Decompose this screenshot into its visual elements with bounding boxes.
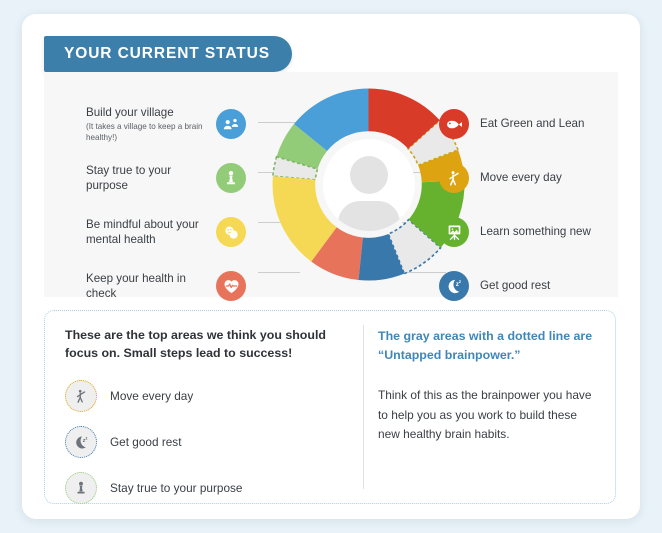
moon-zzz-icon: z z xyxy=(439,271,469,301)
segment-build-your-village[interactable] xyxy=(293,88,369,152)
heart-pulse-icon xyxy=(216,271,246,301)
svg-text:z: z xyxy=(85,435,87,440)
legend-item-label: Learn something new xyxy=(480,225,591,239)
legend-item-label: Move every day xyxy=(480,171,562,185)
segment-keep-your-health-in-check[interactable] xyxy=(311,227,363,280)
focus-item-stay-true-to-your-purpose[interactable]: Stay true to your purpose xyxy=(65,472,355,505)
legend-item-label: Stay true to your purpose xyxy=(86,163,172,192)
segment-untapped-brainpower-green[interactable] xyxy=(272,155,319,181)
page-title: YOUR CURRENT STATUS xyxy=(64,45,270,62)
avatar xyxy=(322,138,415,231)
mindfulness-faces-icon xyxy=(216,217,246,247)
legend-item-learn-something-new[interactable]: Learn something new xyxy=(439,207,624,257)
focus-areas-column: These are the top areas we think you sho… xyxy=(65,327,355,518)
legend-item-label: Keep your health in check xyxy=(86,271,186,300)
legend-item-eat-green-and-lean[interactable]: Eat Green and Lean xyxy=(439,99,624,149)
focus-item-get-good-rest[interactable]: z z Get good rest xyxy=(65,426,355,459)
segment-be-mindful-mental-health[interactable] xyxy=(272,176,337,262)
segment-eat-green-and-lean[interactable] xyxy=(368,88,440,149)
connector-line xyxy=(402,272,446,273)
chess-pawn-icon xyxy=(65,472,97,505)
untapped-heading: The gray areas with a dotted line are “U… xyxy=(378,329,593,362)
legend-item-label: Be mindful about your mental health xyxy=(86,217,199,246)
legend-item-label: Get good rest xyxy=(480,279,551,293)
panel-divider xyxy=(363,325,364,489)
moon-zzz-icon: z z xyxy=(65,426,97,459)
segment-stay-true-to-your-purpose[interactable] xyxy=(276,124,328,170)
focus-item-label: Get good rest xyxy=(110,435,182,450)
untapped-brainpower-column: The gray areas with a dotted line are “U… xyxy=(378,327,596,444)
focus-item-label: Stay true to your purpose xyxy=(110,481,243,496)
avatar-head xyxy=(349,155,388,194)
legend-item-sublabel: (It takes a village to keep a brain heal… xyxy=(86,122,203,142)
status-area: Build your village (It takes a village t… xyxy=(44,72,618,301)
focus-item-label: Move every day xyxy=(110,389,194,404)
connector-line xyxy=(258,122,300,123)
svg-text:z: z xyxy=(458,280,461,285)
legend-item-get-good-rest[interactable]: z z Get good rest xyxy=(439,261,624,311)
segment-untapped-brainpower-blue[interactable] xyxy=(387,218,442,275)
easel-board-icon xyxy=(439,217,469,247)
connector-line xyxy=(258,272,300,273)
legend-item-build-your-village[interactable]: Build your village (It takes a village t… xyxy=(56,99,246,149)
legend-item-move-every-day[interactable]: Move every day xyxy=(439,153,624,203)
people-group-icon xyxy=(216,109,246,139)
legend-right: Eat Green and Lean Move every day xyxy=(439,99,624,315)
connector-line xyxy=(258,222,300,223)
header-banner: YOUR CURRENT STATUS xyxy=(44,36,292,72)
person-dancing-icon xyxy=(65,380,97,413)
focus-item-move-every-day[interactable]: Move every day xyxy=(65,380,355,413)
donut-chart xyxy=(266,82,471,287)
summary-panel: These are the top areas we think you sho… xyxy=(44,310,616,505)
avatar-body xyxy=(337,200,400,231)
svg-text:z: z xyxy=(455,281,458,288)
untapped-body: Think of this as the brainpower you have… xyxy=(378,388,592,441)
svg-text:z: z xyxy=(82,438,85,444)
fish-icon xyxy=(439,109,469,139)
legend-left: Build your village (It takes a village t… xyxy=(56,99,246,315)
person-dancing-icon xyxy=(439,163,469,193)
legend-item-label: Build your village (It takes a village t… xyxy=(86,105,203,142)
status-card: YOUR CURRENT STATUS Build your village (… xyxy=(22,14,640,519)
chess-pawn-icon xyxy=(216,163,246,193)
focus-areas-heading: These are the top areas we think you sho… xyxy=(65,328,326,360)
legend-item-label: Eat Green and Lean xyxy=(480,117,585,131)
legend-item-keep-your-health-in-check[interactable]: Keep your health in check xyxy=(56,261,246,311)
legend-item-be-mindful-mental-health[interactable]: Be mindful about your mental health xyxy=(56,207,246,257)
legend-item-stay-true-to-your-purpose[interactable]: Stay true to your purpose xyxy=(56,153,246,203)
